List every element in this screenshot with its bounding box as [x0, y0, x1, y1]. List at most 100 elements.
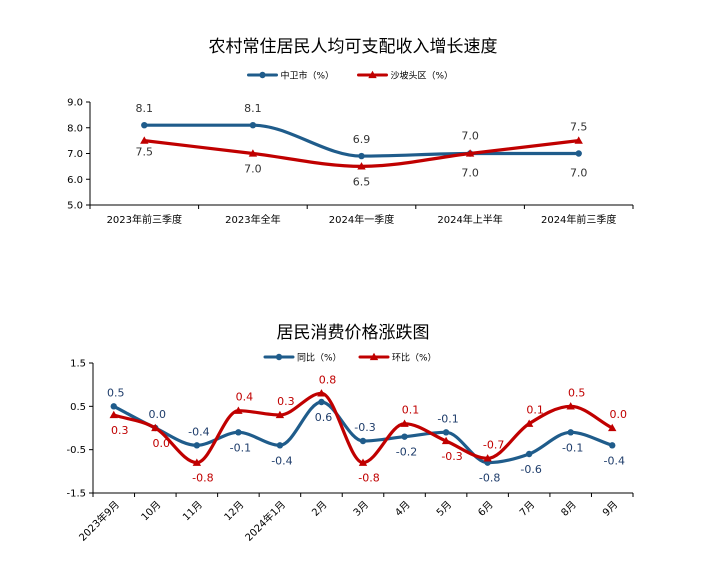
data-label: 7.0 [570, 167, 588, 180]
data-point [358, 152, 365, 160]
data-label: 0.5 [107, 386, 125, 399]
legend-label: 同比（%） [297, 352, 342, 364]
data-label: 0.0 [153, 437, 171, 450]
data-label: 7.0 [244, 163, 262, 176]
data-point [192, 458, 202, 466]
data-label: 7.0 [461, 130, 479, 143]
data-label: 0.3 [277, 395, 295, 408]
legend-item: 同比（%） [263, 352, 342, 364]
data-point [609, 442, 616, 449]
y-tick-label: -0.5 [66, 445, 86, 456]
data-label: -0.4 [188, 425, 209, 438]
data-label: -0.8 [479, 472, 500, 485]
data-point [441, 436, 451, 445]
y-tick-label: 9.0 [67, 98, 83, 109]
data-label: 7.5 [570, 121, 588, 134]
series-mom: 0.30.0-0.80.4 0.30.8-0.80.1-0.3-0.70.10.5… [109, 373, 627, 485]
y-tick-label: 6.0 [67, 175, 83, 186]
data-label: -0.1 [437, 412, 458, 425]
data-label: 0.3 [111, 424, 129, 437]
data-point [359, 437, 367, 445]
x-tick-label: 6月 [476, 499, 496, 519]
legend-item: 环比（%） [358, 352, 437, 364]
data-point [151, 423, 160, 432]
series-yoy: 0.5 0.0 -0.4 -0.1 -0.4 0.6 -0.3 -0.2 -0.1 -0.8 -0.… [107, 386, 625, 484]
data-point [318, 398, 325, 406]
data-label: -0.1 [562, 441, 583, 454]
data-point [317, 389, 326, 397]
data-point [575, 150, 582, 157]
data-point [524, 419, 534, 427]
y-tick-label: 8.0 [67, 123, 83, 134]
data-point [566, 402, 575, 410]
legend-item: 中卫市（%） [247, 70, 334, 82]
data-point [276, 442, 284, 449]
series-shapotou: 7.5 7.0 6.5 7.0 7.5 [136, 121, 588, 189]
x-tick-label: 8月 [559, 499, 579, 519]
legend-item: 沙坡头区（%） [357, 70, 454, 82]
chart1-title: 农村常住居民人均可支配收入增长速度 [209, 37, 498, 57]
data-label: -0.6 [520, 463, 541, 476]
legend-marker [369, 352, 379, 361]
data-label: -0.3 [441, 450, 462, 463]
data-label: -0.3 [354, 421, 375, 434]
data-label: 0.0 [609, 408, 627, 421]
x-tick-label: 9月 [600, 499, 620, 519]
data-point [249, 121, 257, 129]
x-tick-label: 2023年全年 [225, 213, 280, 226]
income-growth-chart: 农村常住居民人均可支配收入增长速度 中卫市（%） 沙坡头区（%） 9.0 8.0 7.0… [67, 37, 634, 226]
data-label: 0.1 [526, 404, 544, 417]
legend-marker [259, 71, 266, 79]
data-point [235, 429, 242, 436]
y-tick-label: 1.5 [70, 359, 86, 370]
data-point [109, 410, 118, 419]
data-label: 7.0 [461, 167, 479, 180]
data-point [358, 458, 368, 466]
x-tick-label: 5月 [434, 499, 454, 519]
x-tick-label: 3月 [351, 499, 371, 519]
data-point [275, 410, 285, 419]
y-tick-label: 7.0 [67, 149, 83, 160]
data-point [110, 403, 117, 410]
data-point [574, 136, 583, 144]
legend-label: 沙坡头区（%） [391, 70, 454, 82]
data-point [401, 433, 408, 440]
data-point [248, 149, 258, 157]
data-label: -0.1 [230, 441, 251, 454]
data-label: 0.0 [149, 408, 167, 421]
data-label: 6.9 [353, 133, 371, 146]
x-tick-label: 2023年9月 [76, 498, 122, 544]
x-tick-label: 2024年一季度 [329, 213, 394, 226]
data-label: -0.4 [271, 454, 292, 467]
data-point [465, 149, 475, 157]
data-point [525, 450, 533, 458]
data-point [567, 429, 574, 436]
data-label: 0.6 [315, 411, 333, 424]
data-label: -0.7 [483, 438, 504, 451]
data-label: 8.1 [136, 102, 154, 115]
data-label: 7.5 [136, 146, 154, 159]
y-tick-label: 0.5 [70, 402, 86, 413]
data-label: -0.8 [192, 472, 213, 485]
data-point [400, 419, 409, 427]
legend-label: 环比（%） [392, 352, 437, 364]
data-label: 0.1 [402, 404, 420, 417]
cpi-change-chart: 居民消费价格涨跌图 同比（%） 环比（%） 1.5 0.5 -0.5 -1.52023年9… [66, 323, 634, 544]
x-tick-label: 7月 [517, 499, 537, 519]
y-tick-label: -1.5 [66, 489, 86, 500]
data-label: -0.2 [396, 446, 417, 459]
x-tick-label: 12月 [222, 499, 247, 524]
data-label: 0.4 [236, 391, 254, 404]
data-label: -0.8 [358, 472, 379, 485]
x-tick-label: 2月 [310, 499, 330, 519]
y-tick-label: 5.0 [67, 201, 83, 212]
data-point [140, 136, 149, 144]
x-tick-label: 4月 [393, 499, 413, 519]
x-tick-label: 2023年前三季度 [107, 213, 182, 226]
data-point [141, 121, 148, 129]
data-point [442, 429, 450, 436]
x-tick-label: 10月 [139, 499, 164, 524]
data-label: 6.5 [353, 175, 371, 188]
legend-marker [368, 70, 377, 79]
